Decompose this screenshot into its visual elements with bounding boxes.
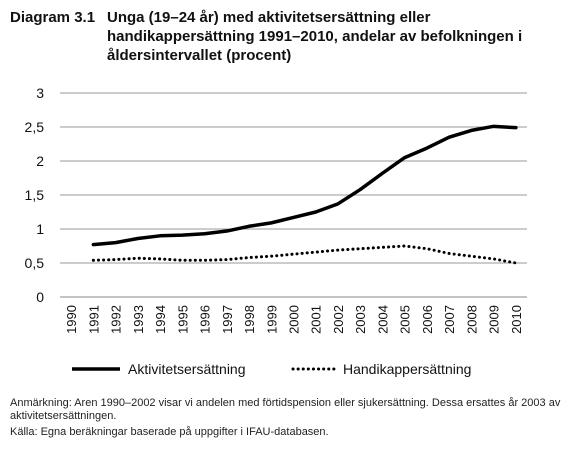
series-line-aktivitetsersattning [91, 124, 518, 247]
remark-note: Anmärkning: Aren 1990–2002 visar vi ande… [10, 397, 561, 422]
legend-label: Handikappersättning [343, 361, 471, 377]
x-tick-label: 2006 [420, 305, 435, 334]
x-tick-label: 2007 [442, 305, 457, 334]
x-tick-label: 1997 [220, 305, 235, 334]
x-tick-label: 2000 [287, 305, 302, 334]
x-tick-label: 1990 [64, 305, 79, 334]
x-tick-label: 1995 [175, 305, 190, 334]
x-tick-label: 1999 [264, 305, 279, 334]
x-tick-label: 2002 [331, 305, 346, 334]
y-tick-label: 0 [36, 289, 44, 305]
x-tick-label: 1996 [198, 305, 213, 334]
y-tick-label: 2 [36, 153, 44, 169]
diagram-number: Diagram 3.1 [10, 9, 96, 26]
y-tick-label: 2,5 [25, 119, 45, 135]
x-tick-label: 2010 [509, 305, 524, 334]
x-tick-label: 1998 [242, 305, 257, 334]
y-tick-label: 1,5 [25, 187, 45, 203]
x-tick-label: 2003 [353, 305, 368, 334]
y-tick-label: 3 [36, 85, 44, 101]
x-tick-label: 2005 [398, 305, 413, 334]
chart-title: Unga (19–24 år) med aktivitetsersättning… [107, 9, 523, 64]
x-tick-label: 1993 [131, 305, 146, 334]
series-line-handikappersattning [91, 244, 518, 265]
source-note: Källa: Egna beräkningar baserade på uppg… [10, 426, 329, 438]
x-tick-label: 2008 [464, 305, 479, 334]
y-tick-label: 0,5 [25, 255, 45, 271]
x-tick-label: 2001 [309, 305, 324, 334]
legend-label: Aktivitetsersättning [128, 361, 246, 377]
x-tick-label: 2004 [375, 305, 390, 334]
x-tick-label: 1991 [86, 305, 101, 334]
x-tick-label: 2009 [487, 305, 502, 334]
y-tick-label: 1 [36, 221, 44, 237]
line-chart: 0 0,5 1 1,5 2 2,5 3 1990 1991 1992 1993 1994 1995 199… [25, 85, 527, 377]
x-tick-label: 1992 [109, 305, 124, 334]
chart-notes: Anmärkning: Aren 1990–2002 visar vi ande… [10, 397, 562, 442]
x-tick-label: 1994 [153, 305, 168, 334]
